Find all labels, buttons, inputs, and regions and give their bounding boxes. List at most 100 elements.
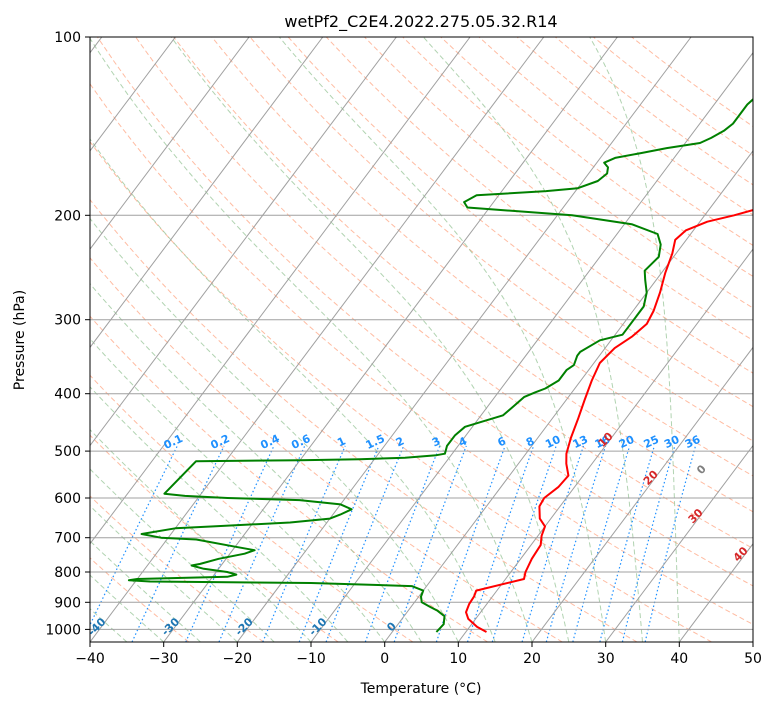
isotherm-line [90, 37, 545, 642]
theta-label: -40 [85, 615, 108, 638]
dry-adiabat-line [90, 198, 638, 642]
y-tick-label: 400 [54, 387, 81, 403]
mixing-ratio-line [644, 445, 697, 642]
x-ticks: −40 −30 −20 −10 0 10 20 30 40 50 [75, 642, 762, 667]
x-axis-label: Temperature (°C) [360, 681, 482, 697]
isotherm-line [236, 37, 692, 642]
x-tick-label: −40 [75, 651, 105, 667]
isotherm-line [90, 37, 471, 545]
y-tick-label: 800 [54, 565, 81, 581]
mixing-ratio-label: 0.6 [289, 432, 312, 452]
y-tick-label: 300 [54, 313, 81, 329]
dry-adiabat-line [90, 495, 264, 642]
mixing-ratio-line [325, 445, 405, 642]
dry-adiabat-line [402, 37, 753, 309]
moist-adiabat-line [90, 282, 422, 642]
dry-adiabat-line [440, 37, 753, 278]
moist-adiabat-line [90, 37, 533, 642]
pressure-gridlines [90, 37, 753, 630]
y-tick-label: 500 [54, 444, 81, 460]
theta-label: -30 [159, 615, 182, 638]
x-tick-label: 30 [597, 651, 615, 667]
overlay-labels: -100-90-80-70-60-50-40-30-20-1000.10.20.… [12, 429, 751, 638]
theta-label: 0 [384, 619, 399, 634]
chart-title: wetPf2_C2E4.2022.275.05.32.R14 [284, 12, 557, 32]
mixing-ratio-line [466, 445, 535, 642]
isotherm-line [310, 51, 753, 642]
mixing-ratio-label: 4 [457, 434, 470, 449]
x-tick-label: 0 [380, 651, 389, 667]
moist-adiabat-line [90, 540, 201, 642]
mixing-ratio-label: 10 [543, 433, 563, 451]
dry-adiabat-line [325, 37, 753, 374]
x-tick-label: −10 [296, 651, 326, 667]
mixing-ratio-line [572, 445, 631, 642]
mixing-ratio-line [218, 445, 306, 642]
dry-adiabat-line [90, 315, 488, 642]
mixing-ratio-line [491, 445, 557, 642]
dry-adiabat-line [90, 140, 712, 642]
mixing-ratio-label: 1 [335, 434, 347, 449]
isotherm-line [90, 37, 324, 349]
moist-adiabat-line [278, 37, 607, 642]
mixing-ratio-line [621, 445, 676, 642]
isotherm-line [457, 248, 753, 642]
y-tick-label: 600 [54, 491, 81, 507]
dry-adiabat-line [90, 257, 563, 642]
mixing-ratio-label: 0.2 [209, 432, 232, 452]
isotherm-line [90, 37, 397, 447]
dry-adiabat-line [249, 37, 753, 442]
mixing-ratio-line [131, 445, 225, 642]
y-tick-label: 900 [54, 595, 81, 611]
dry-adiabat-line [90, 557, 190, 642]
isotherm-label: 30 [686, 506, 706, 526]
moist-adiabat-line [90, 138, 496, 642]
mixing-ratio-label: 36 [683, 433, 703, 451]
mixing-ratio-line [393, 445, 467, 642]
isotherm-line [384, 150, 753, 642]
theta-label: -50 [12, 615, 35, 638]
mixing-ratio-line [364, 445, 441, 642]
isotherm-line [531, 346, 753, 642]
dry-adiabat-line [96, 37, 753, 587]
moist-adiabat-line [90, 386, 349, 642]
mixing-ratio-line [521, 445, 585, 642]
y-ticks: 100 200 300 400 500 600 700 800 900 1000 [45, 30, 90, 638]
plot-frame [89, 36, 754, 643]
mixing-ratio-label: 6 [496, 434, 509, 449]
y-tick-label: 200 [54, 208, 81, 224]
x-tick-label: 50 [744, 651, 762, 667]
mixing-ratio-line [599, 445, 655, 642]
moist-adiabat-line [589, 37, 680, 642]
isotherm-line [163, 37, 618, 642]
dry-adiabat-line [211, 37, 753, 477]
x-tick-label: −20 [223, 651, 253, 667]
moist-adiabat-line [90, 428, 312, 642]
mixing-ratio-label: 16 [593, 433, 613, 451]
y-tick-label: 1000 [45, 622, 81, 638]
dry-adiabat-line [90, 83, 753, 625]
dewpoint-profile-line [127, 98, 753, 633]
isotherm-line [90, 37, 176, 152]
mixing-ratio-label: 1.5 [364, 432, 387, 452]
mixing-ratio-label: 30 [662, 433, 682, 451]
background-lines [90, 37, 753, 642]
temperature-profile-line [465, 209, 753, 633]
moist-adiabat-line [170, 37, 570, 642]
moist-adiabat-line [90, 468, 275, 642]
isotherm-line [752, 641, 753, 642]
dry-adiabat-line [90, 434, 339, 642]
moist-adiabat-line [90, 217, 459, 642]
isotherm-line [605, 444, 753, 642]
zero-isotherm-label: 0 [694, 462, 709, 477]
theta-label: -20 [233, 615, 256, 638]
mixing-ratio-line [435, 445, 506, 642]
isotherm-label: 40 [731, 544, 751, 564]
x-tick-label: 20 [523, 651, 541, 667]
mixing-ratio-label: 20 [617, 433, 637, 451]
mixing-ratio-label: 25 [642, 433, 661, 451]
mixing-ratio-label: 13 [571, 433, 590, 451]
mixing-ratio-line [185, 445, 275, 642]
dry-adiabat-line [364, 37, 753, 341]
